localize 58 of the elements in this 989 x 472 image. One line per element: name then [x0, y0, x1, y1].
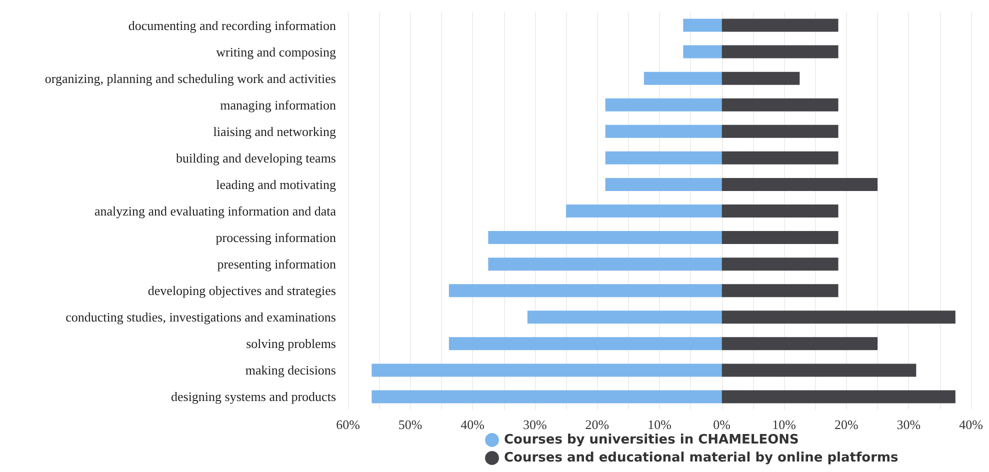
- bar: [722, 178, 878, 191]
- bar: [722, 98, 838, 112]
- legend-label: Courses and educational material by online platforms: [504, 450, 899, 466]
- bar: [644, 72, 722, 85]
- y-tick-label: building and developing teams: [176, 150, 336, 166]
- bar: [722, 284, 838, 298]
- bar: [722, 18, 838, 32]
- bar: [722, 124, 838, 138]
- x-tick-label: 30%: [522, 417, 547, 432]
- bar: [722, 45, 838, 58]
- y-tick-label: documenting and recording information: [128, 18, 336, 33]
- bar: [566, 204, 722, 218]
- x-tick-label: 20%: [834, 417, 858, 432]
- bar: [372, 390, 722, 404]
- bar: [722, 390, 956, 404]
- bar: [722, 364, 916, 377]
- y-tick-label: liaising and networking: [213, 124, 336, 139]
- bar: [527, 310, 722, 324]
- x-tick-label: 30%: [896, 417, 921, 432]
- bar: [605, 151, 722, 164]
- x-tick-label: 40%: [959, 417, 984, 432]
- x-tick-label: 10%: [772, 417, 796, 432]
- y-tick-label: writing and composing: [216, 44, 336, 60]
- y-tick-label: designing systems and products: [170, 389, 336, 404]
- bar: [605, 98, 722, 112]
- x-tick-label: 60%: [336, 417, 360, 432]
- bar: [488, 258, 722, 271]
- y-tick-label: making decisions: [245, 362, 336, 378]
- legend-label: Courses by universities in CHAMELEONS: [504, 432, 799, 448]
- bar: [722, 151, 838, 164]
- y-tick-label: conducting studies, investigations and examinations: [66, 310, 336, 325]
- bar: [722, 231, 838, 244]
- x-tick-label: 0%: [713, 417, 731, 432]
- y-tick-label: organizing, planning and scheduling work and activities: [44, 70, 336, 86]
- bar: [722, 72, 800, 85]
- x-tick-label: 50%: [398, 417, 422, 432]
- bar: [683, 45, 722, 58]
- y-tick-label: analyzing and evaluating information and data: [94, 204, 336, 218]
- x-tick-label: 40%: [460, 417, 485, 432]
- x-tick-label: 20%: [585, 417, 610, 432]
- bar: [488, 231, 722, 244]
- bar: [722, 337, 878, 350]
- y-tick-label: managing information: [220, 97, 336, 112]
- x-tick-label: 10%: [648, 417, 672, 432]
- bar: [683, 18, 722, 32]
- y-tick-label: processing information: [216, 230, 336, 246]
- bar: [722, 204, 838, 218]
- bar: [605, 178, 722, 191]
- bar: [722, 310, 956, 324]
- bar: [448, 284, 722, 298]
- y-tick-label: solving problems: [246, 336, 336, 352]
- bar: [722, 258, 838, 271]
- y-tick-label: leading and motivating: [216, 176, 336, 192]
- bar: [372, 364, 722, 377]
- bar: [605, 124, 722, 138]
- y-tick-label: developing objectives and strategies: [148, 283, 336, 298]
- y-tick-label: presenting information: [217, 256, 336, 272]
- bar: [448, 337, 722, 350]
